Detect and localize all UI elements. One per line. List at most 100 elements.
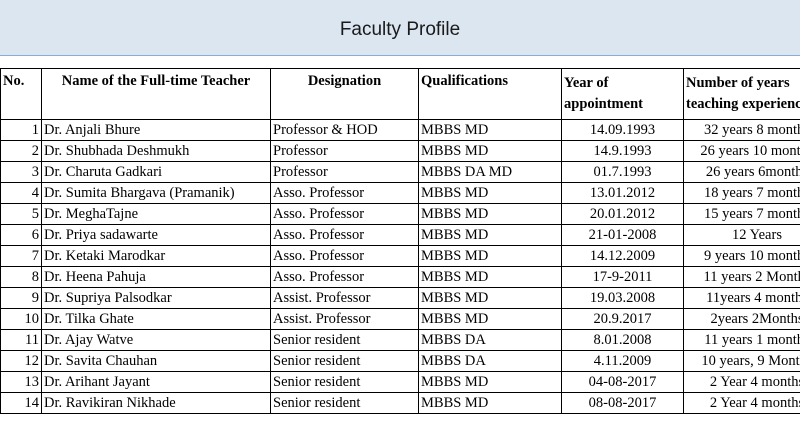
cell-qualifications: MBBS MD [418,308,562,330]
cell-experience: 11 years 1 months [683,329,800,351]
page-title: Faculty Profile [339,19,461,40]
column-header-no: No. [0,68,42,120]
column-header-year-line1: Year of [564,75,609,91]
table-row: 8 Dr. Heena Pahuja Asso. Professor MBBS MD 1… [0,266,800,288]
column-header-experience: Number of years teaching experience [683,68,800,120]
cell-experience: 2 Year 4 months [683,371,800,393]
cell-qualifications: MBBS MD [418,245,562,267]
cell-designation: Assist. Professor [270,287,419,309]
cell-no: 13 [0,371,42,393]
cell-qualifications: MBBS DA MD [418,161,562,183]
cell-name: Dr. Priya sadawarte [41,224,271,246]
cell-designation: Asso. Professor [270,182,419,204]
table-header-row: No. Name of the Full-time Teacher Design… [0,68,800,120]
cell-qualifications: MBBS MD [418,182,562,204]
cell-qualifications: MBBS MD [418,140,562,162]
cell-no: 12 [0,350,42,372]
column-header-designation: Designation [270,68,419,120]
cell-year: 04-08-2017 [561,371,684,393]
cell-designation: Professor [270,161,419,183]
table-row: 10 Dr. Tilka Ghate Assist. Professor MBBS M… [0,308,800,330]
cell-designation: Senior resident [270,392,419,414]
cell-designation: Asso. Professor [270,245,419,267]
column-header-exp-line1: Number of years [686,75,790,91]
cell-no: 11 [0,329,42,351]
table-row: 4 Dr. Sumita Bhargava (Pramanik) Asso. Pro… [0,182,800,204]
table-row: 11 Dr. Ajay Watve Senior resident MBBS DA 8.… [0,329,800,351]
cell-name: Dr. Anjali Bhure [41,119,271,141]
table-row: 9 Dr. Supriya Palsodkar Assist. Professor M… [0,287,800,309]
cell-name: Dr. Supriya Palsodkar [41,287,271,309]
cell-year: 01.7.1993 [561,161,684,183]
cell-name: Dr. MeghaTajne [41,203,271,225]
cell-year: 21-01-2008 [561,224,684,246]
cell-no: 10 [0,308,42,330]
column-header-exp-line2: teaching experience [686,96,800,112]
cell-experience: 2 Year 4 months [683,392,800,414]
cell-experience: 11 years 2 Months [683,266,800,288]
column-header-year: Year of appointment [561,68,684,120]
column-header-qualifications: Qualifications [418,68,562,120]
cell-no: 1 [0,119,42,141]
cell-qualifications: MBBS DA [418,350,562,372]
table-row: 14 Dr. Ravikiran Nikhade Senior resident MB… [0,392,800,414]
cell-experience: 26 years 6months [683,161,800,183]
title-banner [0,0,800,56]
cell-name: Dr. Arihant Jayant [41,371,271,393]
cell-year: 20.9.2017 [561,308,684,330]
cell-no: 3 [0,161,42,183]
cell-year: 14.12.2009 [561,245,684,267]
cell-no: 5 [0,203,42,225]
cell-experience: 26 years 10 months [683,140,800,162]
table-row: 12 Dr. Savita Chauhan Senior resident MBBS … [0,350,800,372]
cell-experience: 18 years 7 months [683,182,800,204]
cell-designation: Senior resident [270,329,419,351]
cell-qualifications: MBBS DA [418,329,562,351]
cell-experience: 11years 4 months [683,287,800,309]
cell-no: 4 [0,182,42,204]
cell-qualifications: MBBS MD [418,266,562,288]
cell-year: 14.9.1993 [561,140,684,162]
cell-year: 13.01.2012 [561,182,684,204]
table-row: 2 Dr. Shubhada Deshmukh Professor MBBS MD 14… [0,140,800,162]
cell-experience: 15 years 7 months [683,203,800,225]
cell-designation: Assist. Professor [270,308,419,330]
cell-designation: Senior resident [270,350,419,372]
cell-year: 17-9-2011 [561,266,684,288]
cell-designation: Asso. Professor [270,224,419,246]
faculty-table: No. Name of the Full-time Teacher Design… [0,68,800,414]
cell-designation: Asso. Professor [270,203,419,225]
column-header-year-line2: appointment [564,96,643,112]
cell-experience: 9 years 10 months [683,245,800,267]
cell-qualifications: MBBS MD [418,287,562,309]
cell-no: 9 [0,287,42,309]
cell-year: 8.01.2008 [561,329,684,351]
table-row: 13 Dr. Arihant Jayant Senior resident MBBS … [0,371,800,393]
table-row: 6 Dr. Priya sadawarte Asso. Professor MBBS … [0,224,800,246]
cell-qualifications: MBBS MD [418,371,562,393]
cell-qualifications: MBBS MD [418,203,562,225]
table-row: 1 Dr. Anjali Bhure Professor & HOD MBBS MD 1… [0,119,800,141]
cell-designation: Senior resident [270,371,419,393]
cell-designation: Professor [270,140,419,162]
cell-year: 14.09.1993 [561,119,684,141]
cell-qualifications: MBBS MD [418,224,562,246]
cell-no: 6 [0,224,42,246]
cell-experience: 10 years, 9 Months [683,350,800,372]
cell-no: 2 [0,140,42,162]
column-header-name: Name of the Full-time Teacher [41,68,271,120]
cell-name: Dr. Savita Chauhan [41,350,271,372]
cell-name: Dr. Heena Pahuja [41,266,271,288]
cell-year: 4.11.2009 [561,350,684,372]
cell-name: Dr. Ajay Watve [41,329,271,351]
table-row: 3 Dr. Charuta Gadkari Professor MBBS DA MD 0… [0,161,800,183]
table-row: 5 Dr. MeghaTajne Asso. Professor MBBS MD 20.… [0,203,800,225]
table-row: 7 Dr. Ketaki Marodkar Asso. Professor MBBS … [0,245,800,267]
cell-name: Dr. Ketaki Marodkar [41,245,271,267]
cell-no: 8 [0,266,42,288]
cell-year: 19.03.2008 [561,287,684,309]
cell-year: 20.01.2012 [561,203,684,225]
cell-name: Dr. Charuta Gadkari [41,161,271,183]
cell-experience: 12 Years [683,224,800,246]
